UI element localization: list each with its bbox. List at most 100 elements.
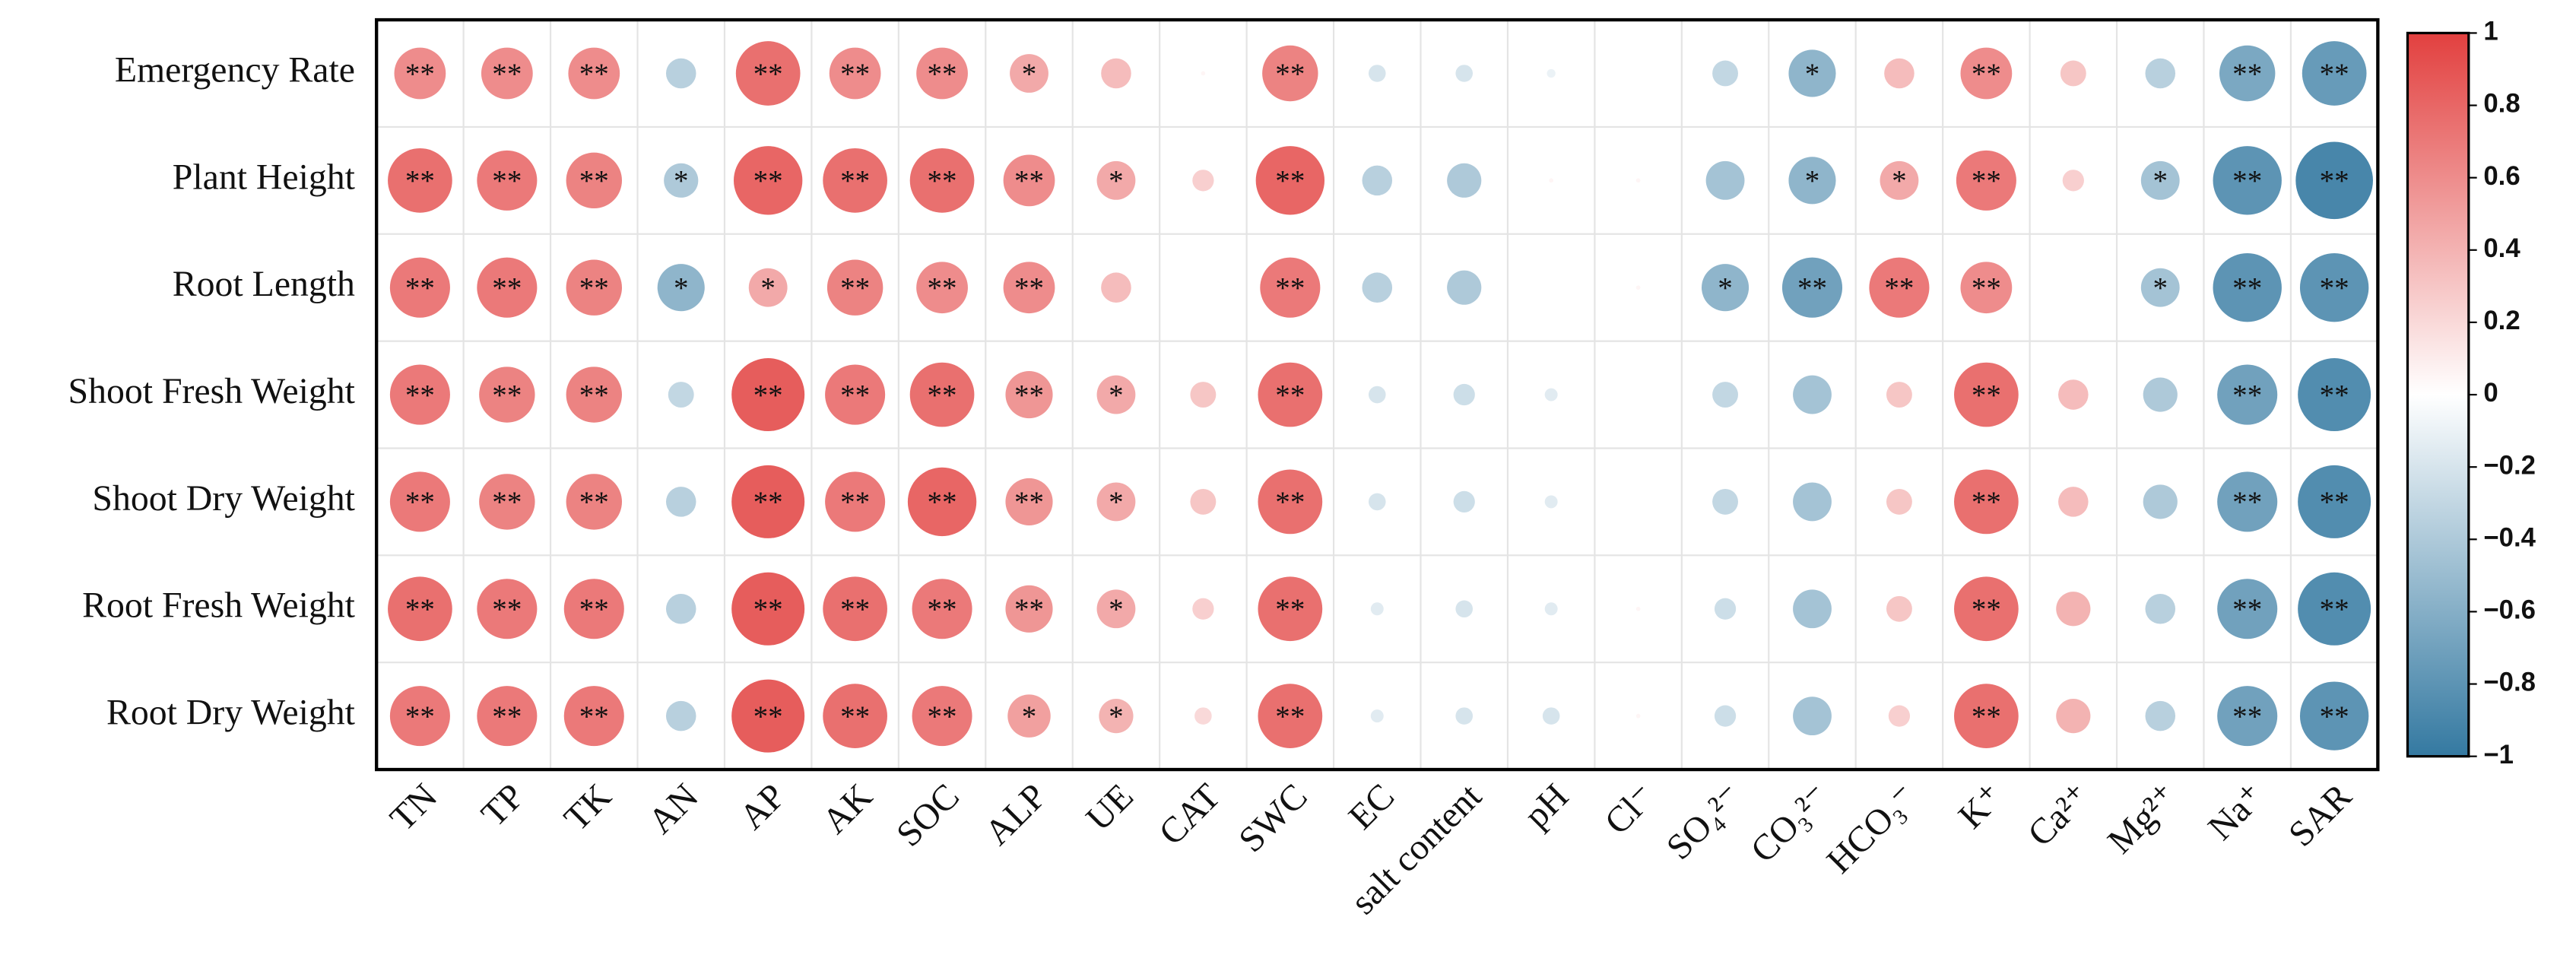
cell-circle (1880, 160, 1919, 200)
column-label: AN (640, 776, 706, 842)
significance-label: * (1109, 486, 1124, 519)
significance-label: ** (753, 486, 783, 519)
significance-label: * (1805, 165, 1820, 198)
cell-circle (479, 367, 535, 423)
significance-label: ** (2320, 486, 2349, 519)
significance-label: ** (1797, 272, 1827, 305)
cell-circle (566, 152, 622, 209)
cell-circle (907, 467, 977, 537)
row-label: Shoot Dry Weight (92, 478, 355, 519)
cell-circle (1455, 707, 1474, 725)
cell-circle (916, 262, 968, 314)
significance-label: ** (1972, 165, 2001, 198)
significance-label: ** (579, 486, 609, 519)
significance-label: ** (840, 379, 870, 411)
significance-label: * (1022, 700, 1037, 733)
cell-circle (1255, 146, 1325, 215)
cell-circle (1954, 684, 2019, 748)
cell-circle (1362, 272, 1393, 303)
significance-label: ** (1014, 272, 1044, 305)
significance-label: ** (753, 700, 783, 733)
cell-circle (1712, 488, 1738, 515)
significance-label: ** (405, 379, 435, 411)
cell-circle (1886, 382, 1912, 408)
cell-circle (1258, 576, 1323, 642)
column-label: SOC (889, 776, 967, 855)
cell-circle (1635, 285, 1641, 290)
cell-circle (1258, 469, 1323, 535)
cell-circle (2143, 484, 2178, 519)
cell-circle (1544, 495, 1558, 509)
significance-label: * (1109, 379, 1124, 411)
cell-circle (1192, 598, 1214, 620)
significance-label: ** (2320, 379, 2349, 411)
significance-label: ** (579, 165, 609, 198)
cell-circle (657, 264, 705, 312)
cell-circle (388, 148, 452, 213)
cell-circle (1788, 157, 1836, 205)
significance-label: * (1718, 272, 1733, 305)
cell-circle (477, 257, 538, 318)
significance-label: ** (840, 58, 870, 90)
cell-circle (1362, 165, 1393, 196)
column-label: Na⁺ (2200, 776, 2273, 849)
row-label: Root Length (173, 264, 355, 304)
significance-label: ** (1275, 700, 1305, 733)
significance-label: ** (1014, 486, 1044, 519)
significance-label: ** (2232, 272, 2262, 305)
significance-label: ** (840, 486, 870, 519)
cell-circle (826, 259, 884, 316)
cell-circle (2056, 592, 2091, 627)
column-label: AP (731, 776, 793, 838)
column-label: pH (1516, 776, 1576, 836)
cell-circle (1101, 58, 1131, 89)
significance-label: ** (492, 486, 522, 519)
significance-label: * (1892, 165, 1907, 198)
colorbar-tick-label: −0.6 (2483, 596, 2536, 625)
significance-label: ** (2232, 58, 2262, 90)
cell-circle (566, 367, 622, 423)
cell-circle (664, 163, 699, 198)
cell-circle (909, 362, 975, 427)
cell-circle (2299, 253, 2369, 322)
cell-circle (2140, 268, 2180, 307)
significance-label: ** (2232, 486, 2262, 519)
cell-circle (731, 358, 805, 432)
column-label: TN (382, 776, 446, 839)
significance-label: ** (492, 379, 522, 411)
cell-circle (1712, 382, 1738, 408)
cell-circle (477, 686, 538, 747)
row-label: Root Dry Weight (106, 693, 355, 733)
significance-label: * (1109, 700, 1124, 733)
significance-label: * (2152, 272, 2168, 305)
cell-circle (1701, 264, 1750, 312)
significance-label: ** (492, 165, 522, 198)
significance-label: ** (405, 58, 435, 90)
significance-label: ** (1884, 272, 1914, 305)
significance-label: * (1109, 165, 1124, 198)
cell-circle (2062, 170, 2084, 192)
cell-circle (825, 471, 886, 532)
cell-circle (2213, 253, 2282, 322)
cell-circle (1455, 600, 1474, 618)
cell-circle (1096, 589, 1136, 629)
cell-circle (823, 576, 887, 642)
cell-circle (566, 259, 622, 316)
cell-circle (2140, 160, 2180, 200)
cell-circle (2219, 45, 2276, 102)
significance-label: ** (753, 593, 783, 626)
cell-circle (1096, 160, 1136, 200)
cell-circle (1793, 697, 1832, 736)
cell-circle (1793, 482, 1832, 522)
significance-label: ** (1972, 700, 2001, 733)
significance-label: * (674, 272, 689, 305)
column-label: Mg²⁺ (2100, 776, 2185, 862)
plot-frame (375, 17, 2380, 772)
column-label: Ca²⁺ (2020, 776, 2099, 855)
cell-circle (665, 487, 696, 517)
cell-circle (665, 58, 696, 89)
cell-circle (1954, 469, 2019, 535)
cell-circle (1010, 54, 1048, 93)
significance-label: ** (2320, 700, 2349, 733)
cell-circle (1884, 58, 1915, 89)
